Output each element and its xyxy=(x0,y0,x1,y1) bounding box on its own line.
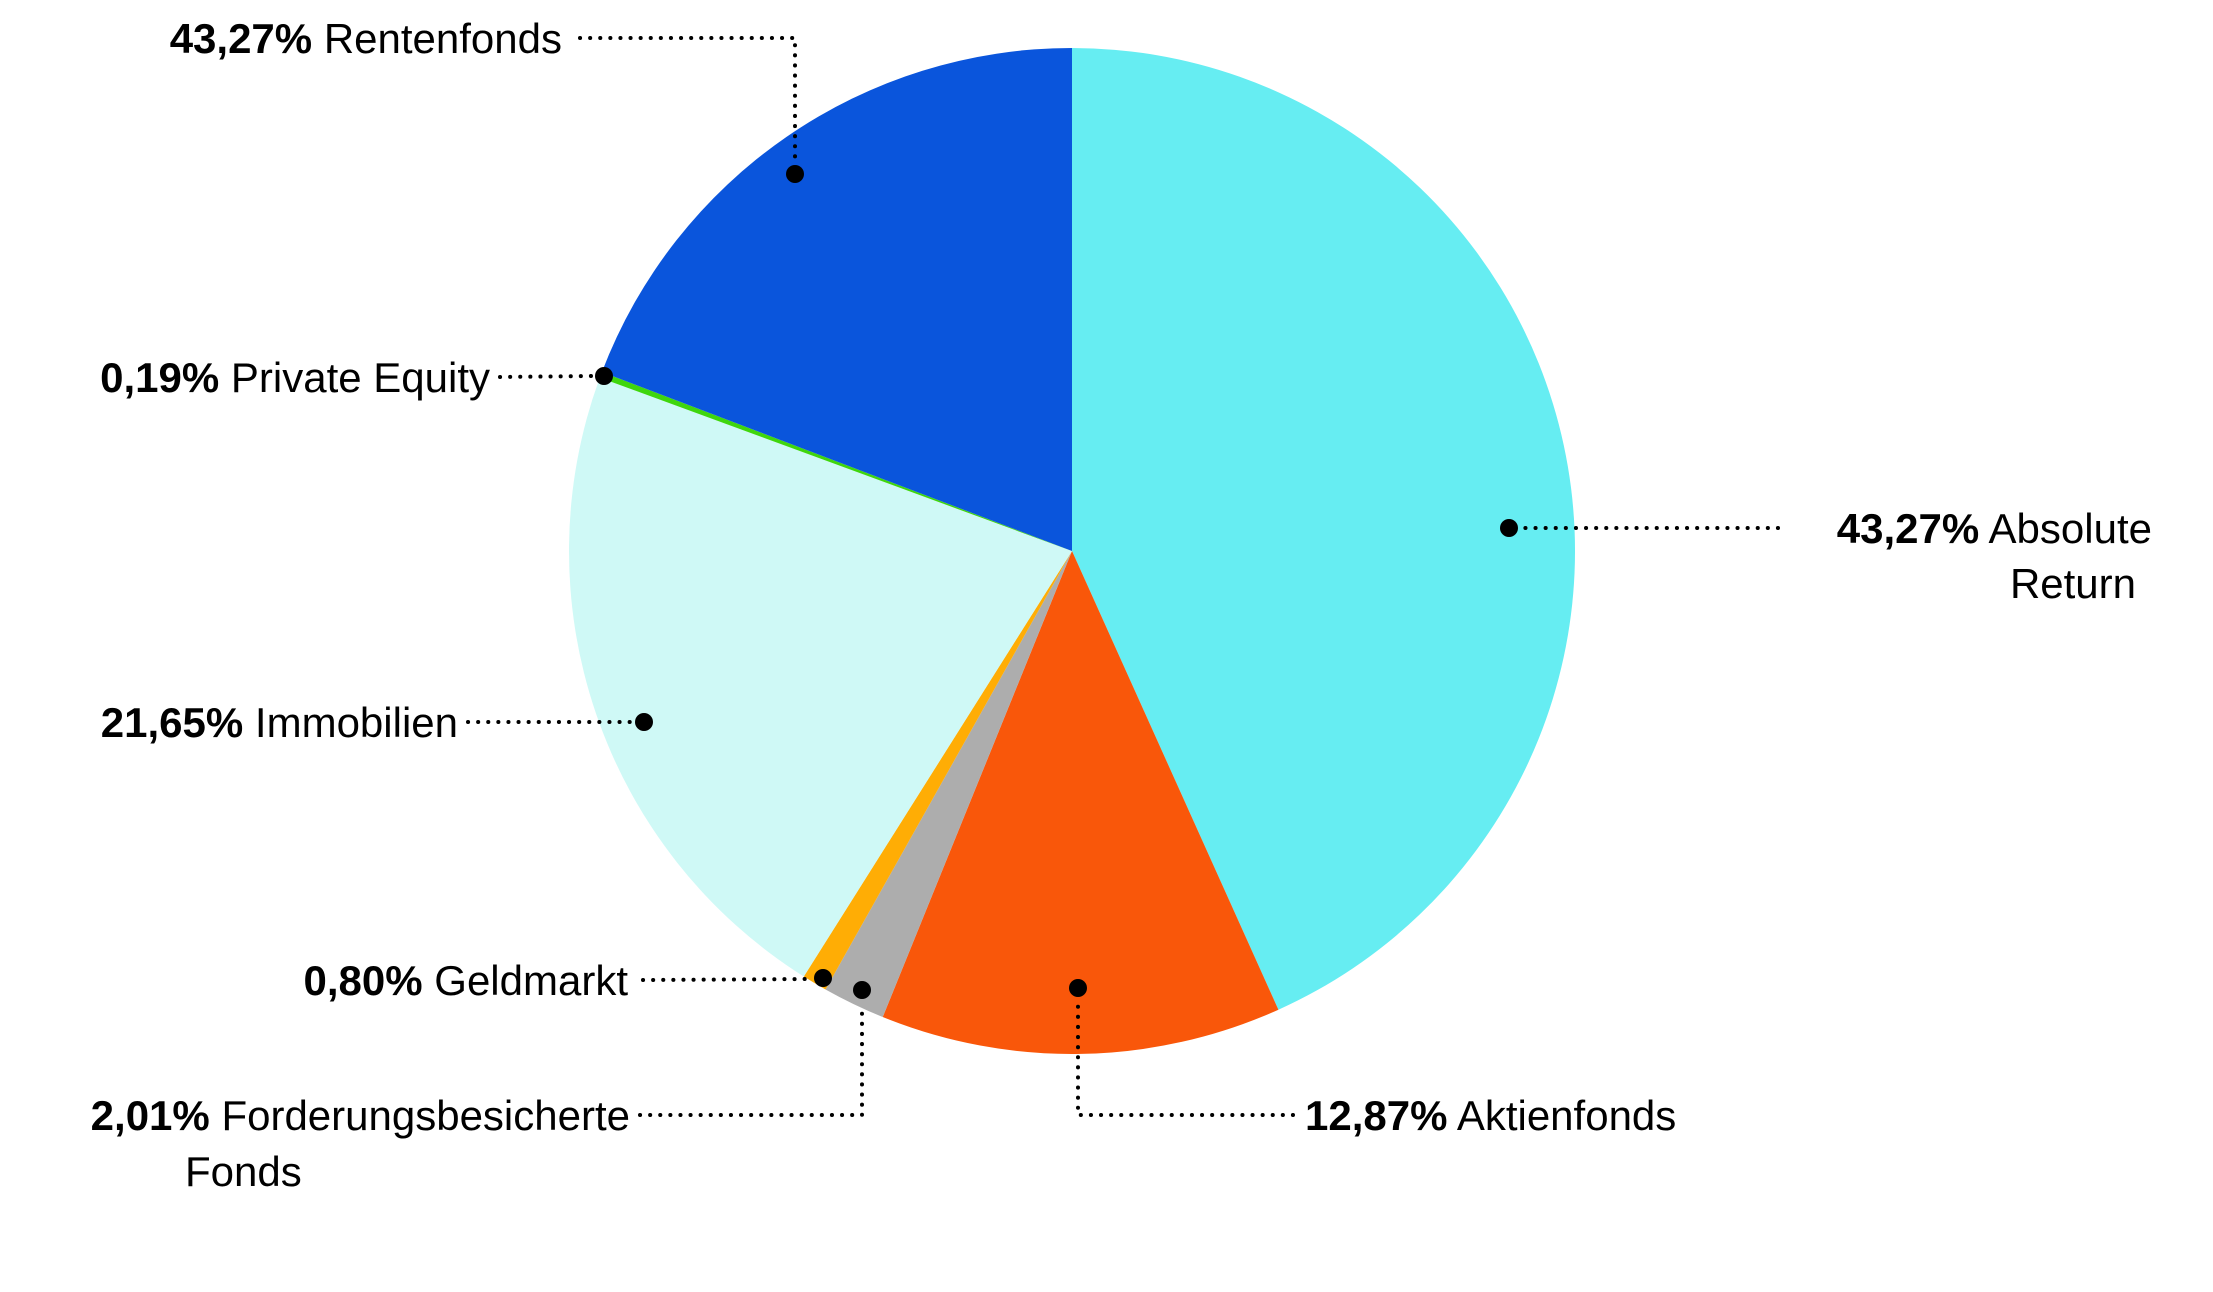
label-private-equity-name: Private Equity xyxy=(230,354,490,401)
label-rentenfonds-percent: 43,27% xyxy=(169,15,313,62)
label-immobilien: 21,65% Immobilien xyxy=(60,695,458,750)
pie-slice-absolute-return xyxy=(1072,48,1576,1010)
leader-dot-aktienfonds xyxy=(1069,979,1087,997)
leader-dot-forderungsbesicherte xyxy=(853,981,871,999)
label-aktienfonds-name: Aktienfonds xyxy=(1456,1092,1677,1139)
label-private-equity-percent: 0,19% xyxy=(100,354,220,401)
label-forderungsbesicherte-name: Forderungsbesicherte xyxy=(221,1092,630,1139)
pie-slice-rentenfonds xyxy=(601,48,1072,551)
leader-dot-private-equity xyxy=(595,367,613,385)
leader-line-rentenfonds xyxy=(578,36,797,162)
leader-dot-immobilien xyxy=(635,713,653,731)
label-geldmarkt-percent: 0,80% xyxy=(303,957,423,1004)
label-rentenfonds-name: Rentenfonds xyxy=(323,15,562,62)
pie-slice-forderungsbesicherte-fonds xyxy=(825,551,1072,1018)
pie-slice-aktienfonds xyxy=(882,551,1279,1055)
label-geldmarkt-name: Geldmarkt xyxy=(434,957,628,1004)
label-absolute-return: 43,27% Absolute Return xyxy=(1788,501,2152,611)
leader-dot-absolute-return xyxy=(1500,519,1518,537)
label-rentenfonds: 43,27% Rentenfonds xyxy=(100,11,562,66)
leader-line-aktienfonds xyxy=(1076,1000,1295,1117)
label-absolute-return-line2: Return xyxy=(2009,560,2136,607)
label-forderungsbesicherte: 2,01% Forderungsbesicherte xyxy=(20,1088,630,1143)
label-forderungsbesicherte-line2: Fonds xyxy=(185,1148,302,1195)
leader-dot-geldmarkt xyxy=(814,969,832,987)
leader-line-geldmarkt xyxy=(641,977,812,982)
label-absolute-return-percent: 43,27% xyxy=(1836,505,1980,552)
pie-slice-geldmarkt xyxy=(803,551,1072,990)
pie-slice-immobilien xyxy=(569,377,1072,977)
leader-line-forderungsbesicherte xyxy=(638,1002,864,1117)
label-aktienfonds: 12,87% Aktienfonds xyxy=(1305,1088,1676,1143)
leader-dot-rentenfonds xyxy=(786,165,804,183)
label-absolute-return-name: Absolute xyxy=(1988,505,2152,552)
label-forderungsbesicherte-percent: 2,01% xyxy=(90,1092,210,1139)
label-absolute-return-line1: 43,27% Absolute xyxy=(1788,501,2152,556)
label-immobilien-percent: 21,65% xyxy=(100,699,244,746)
label-private-equity: 0,19% Private Equity xyxy=(60,350,490,405)
label-immobilien-name: Immobilien xyxy=(254,699,458,746)
label-geldmarkt: 0,80% Geldmarkt xyxy=(240,953,628,1008)
leader-line-private-equity xyxy=(498,374,594,379)
pie-slice-private-equity xyxy=(599,372,1072,551)
label-aktienfonds-percent: 12,87% xyxy=(1305,1092,1448,1139)
